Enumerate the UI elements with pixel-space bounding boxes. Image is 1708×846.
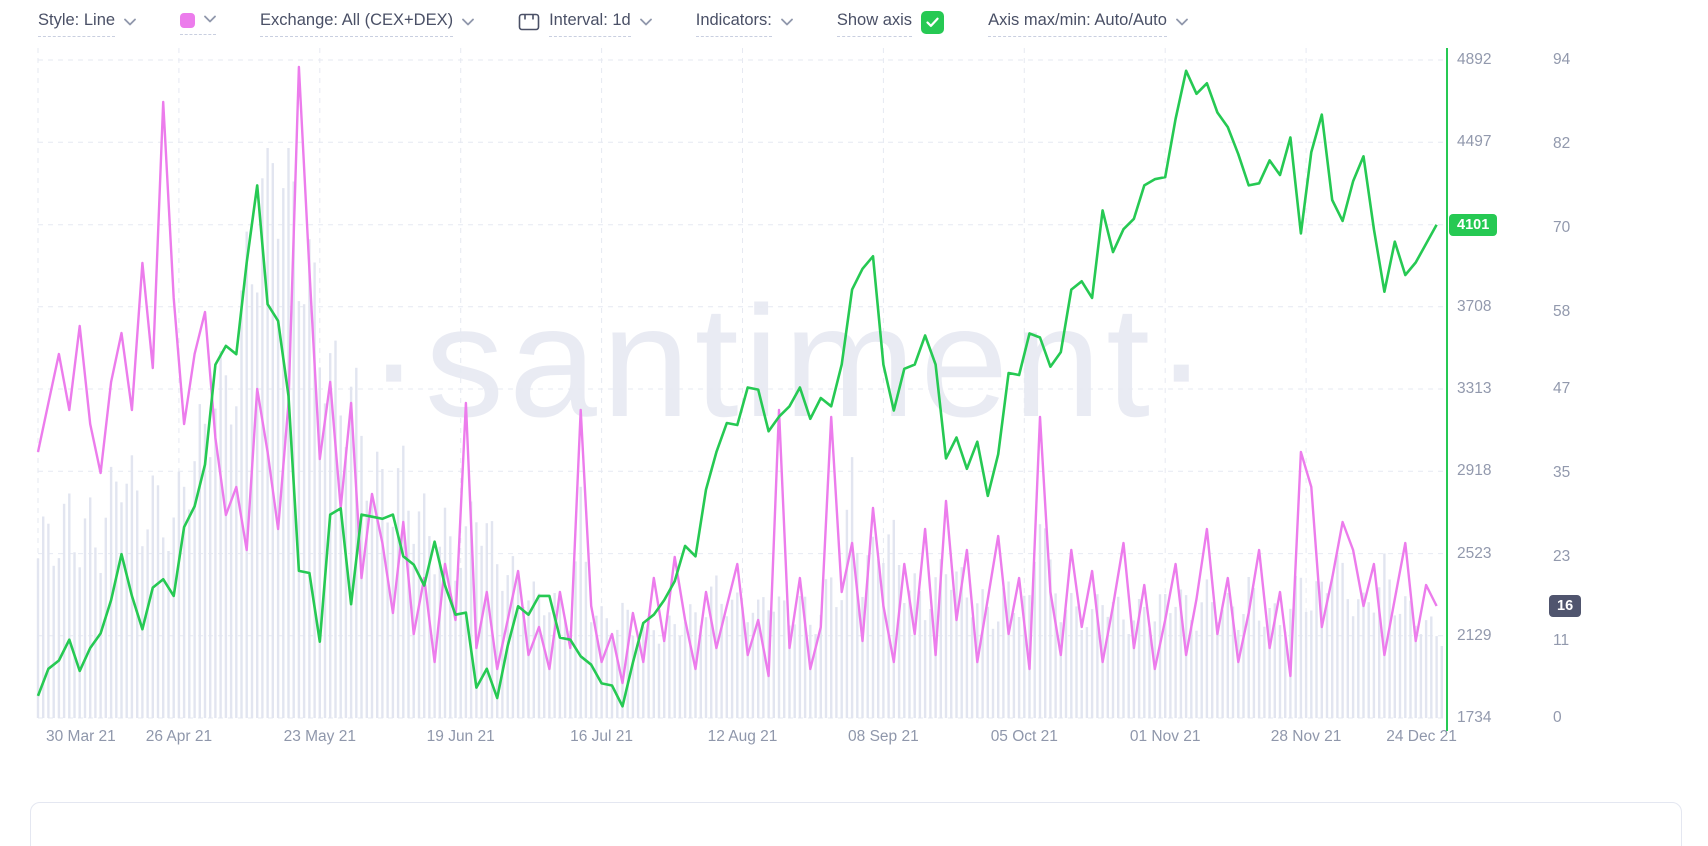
bottom-panel-card <box>30 802 1682 846</box>
chevron-down-icon <box>1175 18 1188 26</box>
chevron-down-icon <box>780 18 793 26</box>
chart-toolbar: Style: Line Exchange: All (CEX+DEX) Inte… <box>0 0 1708 48</box>
secondary-metric-line <box>36 65 1438 685</box>
show-axis-checkbox[interactable] <box>921 10 945 34</box>
show-axis-label: Show axis <box>836 11 913 37</box>
show-axis-toggle[interactable]: Show axis <box>836 10 945 38</box>
style-dropdown-label: Style: Line <box>38 11 116 37</box>
axis-maxmin-label: Axis max/min: Auto/Auto <box>988 11 1167 37</box>
exchange-dropdown-label: Exchange: All (CEX+DEX) <box>260 11 454 37</box>
checkmark-icon <box>926 17 939 27</box>
santiment-watermark: ·santiment· <box>367 274 1213 450</box>
indicators-dropdown[interactable]: Indicators: <box>695 11 793 37</box>
chevron-down-icon <box>124 18 136 26</box>
metric-color-swatch <box>180 13 196 28</box>
chevron-down-icon <box>204 15 216 22</box>
style-dropdown[interactable]: Style: Line <box>38 11 136 37</box>
interval-dropdown-label: Interval: 1d <box>549 11 631 37</box>
indicators-dropdown-label: Indicators: <box>695 11 772 37</box>
exchange-dropdown[interactable]: Exchange: All (CEX+DEX) <box>260 11 474 37</box>
interval-calendar-icon <box>518 13 540 31</box>
price-line <box>36 69 1438 708</box>
axis-maxmin-dropdown[interactable]: Axis max/min: Auto/Auto <box>988 11 1188 37</box>
volume-bars <box>36 148 1443 719</box>
interval-dropdown[interactable]: Interval: 1d <box>518 11 652 37</box>
metric-color-dropdown[interactable] <box>180 13 217 35</box>
chevron-down-icon <box>639 18 652 26</box>
chevron-down-icon <box>462 18 474 26</box>
